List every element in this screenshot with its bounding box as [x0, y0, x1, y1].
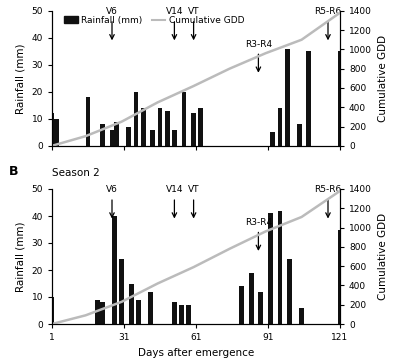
Bar: [278, 108, 282, 146]
Bar: [129, 284, 134, 324]
Bar: [268, 213, 273, 324]
Bar: [136, 300, 141, 324]
Bar: [50, 297, 54, 324]
Bar: [172, 130, 177, 146]
X-axis label: Days after emergence: Days after emergence: [138, 348, 254, 357]
Bar: [338, 51, 342, 146]
Bar: [126, 127, 131, 146]
Text: R3-R4: R3-R4: [245, 40, 272, 71]
Bar: [186, 305, 191, 324]
Bar: [239, 286, 244, 324]
Text: V6: V6: [106, 185, 118, 217]
Bar: [134, 92, 138, 146]
Bar: [172, 302, 177, 324]
Bar: [198, 108, 203, 146]
Bar: [306, 51, 311, 146]
Bar: [297, 124, 302, 146]
Bar: [285, 49, 290, 146]
Text: V14: V14: [166, 185, 183, 217]
Bar: [165, 111, 170, 146]
Legend: Rainfall (mm), Cumulative GDD: Rainfall (mm), Cumulative GDD: [61, 12, 248, 28]
Y-axis label: Rainfall (mm): Rainfall (mm): [16, 43, 26, 113]
Bar: [179, 305, 184, 324]
Bar: [249, 273, 254, 324]
Text: B: B: [9, 165, 18, 178]
Bar: [270, 132, 275, 146]
Bar: [86, 97, 90, 146]
Text: R3-R4: R3-R4: [245, 218, 272, 249]
Bar: [112, 216, 117, 324]
Text: R5-R6: R5-R6: [314, 185, 342, 217]
Bar: [114, 122, 119, 146]
Bar: [141, 108, 146, 146]
Y-axis label: Cumulative GDD: Cumulative GDD: [378, 35, 388, 122]
Bar: [50, 113, 54, 146]
Bar: [95, 300, 100, 324]
Bar: [110, 130, 114, 146]
Text: V6: V6: [106, 7, 118, 39]
Bar: [338, 230, 342, 324]
Bar: [258, 292, 263, 324]
Bar: [54, 119, 59, 146]
Bar: [158, 108, 162, 146]
Bar: [278, 211, 282, 324]
Text: V14: V14: [166, 7, 183, 39]
Text: VT: VT: [188, 185, 199, 217]
Bar: [148, 292, 153, 324]
Bar: [150, 130, 155, 146]
Bar: [299, 308, 304, 324]
Y-axis label: Rainfall (mm): Rainfall (mm): [16, 221, 26, 292]
Text: R5-R6: R5-R6: [314, 7, 342, 39]
Y-axis label: Cumulative GDD: Cumulative GDD: [378, 213, 388, 300]
Text: VT: VT: [188, 7, 199, 39]
Bar: [119, 259, 124, 324]
Bar: [100, 124, 105, 146]
Text: Season 2: Season 2: [52, 168, 100, 178]
Bar: [182, 92, 186, 146]
Bar: [100, 302, 105, 324]
Bar: [287, 259, 292, 324]
Bar: [191, 113, 196, 146]
